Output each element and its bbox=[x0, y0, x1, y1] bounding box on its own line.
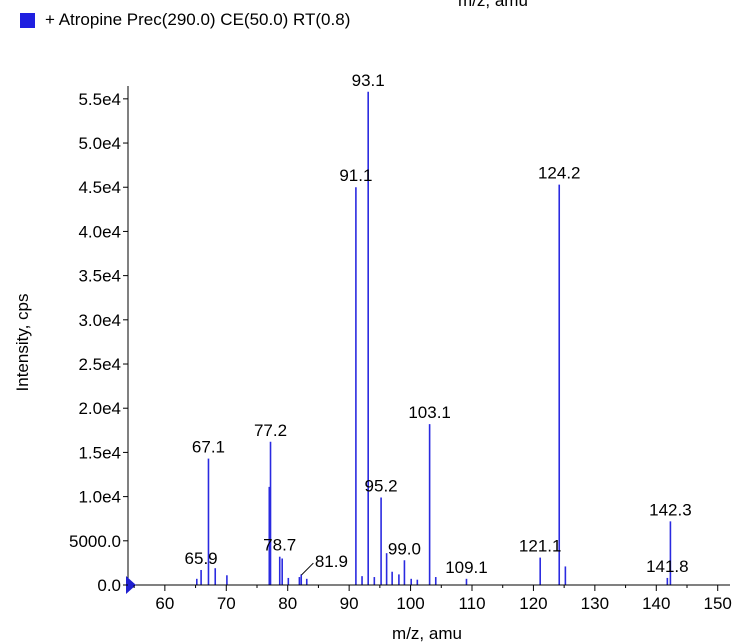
peak-label: 81.9 bbox=[315, 552, 348, 571]
x-tick-label: 90 bbox=[340, 594, 359, 613]
y-tick-label: 4.0e4 bbox=[78, 222, 121, 241]
x-axis-title: m/z, amu bbox=[392, 624, 462, 642]
ticks-layer: 0.0 5000.0 1.0e4 1.5e4 2.0e4 2.5e4 3.0e4 3.5e4 4… bbox=[69, 90, 732, 613]
peak-label: 77.2 bbox=[254, 421, 287, 440]
x-tick-label: 120 bbox=[519, 594, 547, 613]
peak-label: 99.0 bbox=[388, 539, 421, 558]
y-tick-label: 1.5e4 bbox=[78, 443, 121, 462]
y-tick-label: 5.5e4 bbox=[78, 90, 121, 109]
y-axis-title: Intensity, cps bbox=[13, 294, 32, 392]
x-tick-label: 130 bbox=[581, 594, 609, 613]
peak-label: 121.1 bbox=[519, 537, 562, 556]
peak-label: 78.7 bbox=[263, 536, 296, 555]
peak-label: 93.1 bbox=[352, 71, 385, 90]
y-tick-label: 1.0e4 bbox=[78, 488, 121, 507]
y-tick-label: 3.5e4 bbox=[78, 267, 121, 286]
axes-layer bbox=[126, 86, 730, 594]
peaks-layer bbox=[196, 91, 672, 585]
y-tick-label: 5000.0 bbox=[69, 532, 121, 551]
clipped-axis-title-fragment: m/z, amu bbox=[458, 0, 528, 10]
legend-label: + Atropine Prec(290.0) CE(50.0) RT(0.8) bbox=[45, 10, 351, 29]
peak-label: 95.2 bbox=[365, 476, 398, 495]
peak-label: 141.8 bbox=[646, 557, 689, 576]
peak-label: 65.9 bbox=[185, 549, 218, 568]
peak-label: 67.1 bbox=[192, 438, 225, 457]
peak-label-leader bbox=[301, 562, 314, 576]
x-tick-label: 60 bbox=[155, 594, 174, 613]
y-tick-label: 2.0e4 bbox=[78, 399, 121, 418]
zero-level-marker[interactable] bbox=[126, 576, 136, 594]
peak-label: 109.1 bbox=[445, 558, 488, 577]
peak-label: 103.1 bbox=[408, 403, 451, 422]
peak-label: 124.2 bbox=[538, 164, 581, 183]
y-tick-label: 4.5e4 bbox=[78, 178, 121, 197]
peak-label: 91.1 bbox=[339, 166, 372, 185]
peak-label: 142.3 bbox=[649, 500, 692, 519]
y-tick-label: 0.0 bbox=[97, 576, 121, 595]
y-tick-label: 3.0e4 bbox=[78, 311, 121, 330]
legend-swatch bbox=[20, 12, 35, 28]
x-tick-label: 80 bbox=[278, 594, 297, 613]
peak-labels-layer: 65.9 67.1 77.2 78.7 81.9 91.1 93.1 95.2 99.0 103.… bbox=[185, 71, 692, 577]
legend: + Atropine Prec(290.0) CE(50.0) RT(0.8) bbox=[20, 10, 350, 30]
y-tick-label: 2.5e4 bbox=[78, 355, 121, 374]
x-tick-label: 140 bbox=[642, 594, 670, 613]
x-tick-label: 100 bbox=[396, 594, 424, 613]
x-tick-label: 150 bbox=[704, 594, 732, 613]
x-tick-label: 110 bbox=[458, 594, 485, 613]
y-tick-label: 5.0e4 bbox=[78, 134, 121, 153]
x-tick-label: 70 bbox=[217, 594, 236, 613]
